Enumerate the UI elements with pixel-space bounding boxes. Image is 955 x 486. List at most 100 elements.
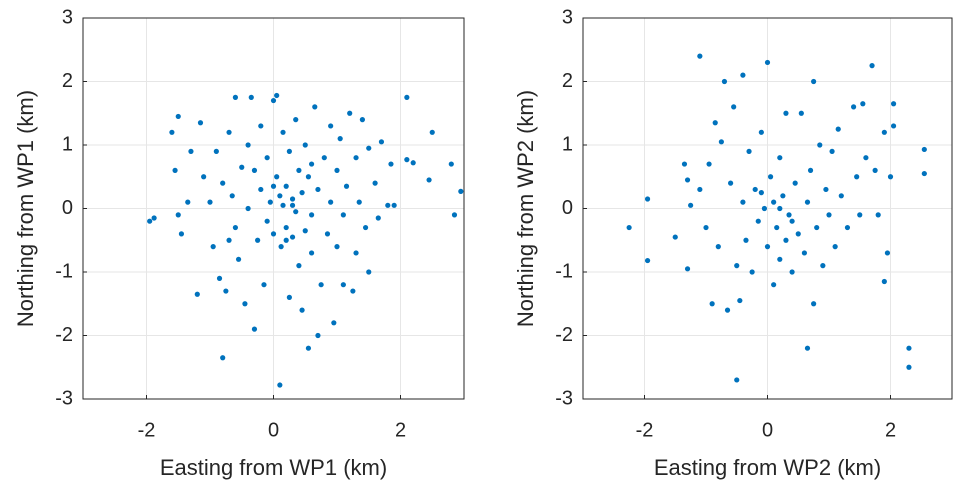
point [201,174,207,180]
point [277,382,283,388]
y-axis-label: Northing from WP2 (km) [513,90,538,327]
point [258,186,264,193]
point [644,257,651,264]
point [777,205,783,212]
y-tick-label: 0 [562,197,573,219]
point [881,278,887,285]
point [712,120,718,126]
point [362,224,369,231]
point [270,183,277,189]
y-tick-label: 3 [62,6,73,28]
point [264,218,270,224]
point [264,155,270,161]
point [814,224,820,231]
point [151,215,157,221]
y-tick-label: -3 [555,387,573,409]
point [801,250,808,256]
point [378,139,385,145]
point [681,161,688,167]
point [672,234,678,240]
point [388,161,394,167]
point [404,157,410,163]
point [334,167,340,173]
point [270,231,277,237]
point [207,199,213,205]
point [709,301,715,307]
point [684,266,691,272]
point [286,148,292,154]
point [448,161,454,167]
point [872,167,878,173]
point [890,123,897,129]
point [229,193,235,199]
point [315,186,321,193]
point [777,256,783,262]
y-tick-label: 2 [62,70,73,92]
point [758,129,764,135]
point [771,199,777,205]
point [359,117,365,123]
point [426,177,432,183]
point [277,193,283,199]
point [774,224,780,231]
point [734,263,740,269]
point [792,180,798,186]
point [366,145,372,151]
point [220,355,226,361]
point [305,345,312,351]
point [296,263,302,269]
point [356,199,362,205]
point [245,205,251,212]
point [210,244,216,250]
point [783,237,789,243]
y-axis-label: Northing from WP1 (km) [13,90,38,327]
y-tick-label: -3 [55,387,73,409]
axes-box [582,17,953,400]
point [795,231,801,237]
point [860,101,866,107]
x-tick-label: -2 [636,419,654,441]
point [869,63,875,69]
point [372,180,378,186]
point [884,250,891,256]
point [194,291,200,297]
point [758,190,764,196]
point [309,161,315,167]
point [245,142,251,148]
point [817,142,823,148]
point [318,282,324,288]
point [890,101,897,107]
point [697,53,703,59]
point [232,94,238,100]
point [764,59,771,66]
point [289,202,296,208]
point [458,188,464,194]
point [789,269,795,275]
point [175,113,181,120]
point [844,224,851,231]
point [786,212,792,218]
point [811,301,817,307]
point [906,345,912,351]
point [697,186,703,193]
x-tick-label: 0 [268,419,279,441]
point [798,110,804,116]
y-tick-label: -1 [55,260,73,282]
point [226,237,232,243]
point [706,161,712,167]
point [267,199,273,205]
point [857,212,863,218]
x-tick-label: 2 [885,419,896,441]
point [881,129,887,135]
point [807,167,814,173]
point [740,199,746,205]
point [331,320,337,326]
point [337,136,343,142]
point [746,148,752,154]
point [366,269,372,275]
point [353,250,359,256]
point [188,148,194,154]
axes-box [82,17,465,400]
y-tick-label: 3 [562,6,573,28]
